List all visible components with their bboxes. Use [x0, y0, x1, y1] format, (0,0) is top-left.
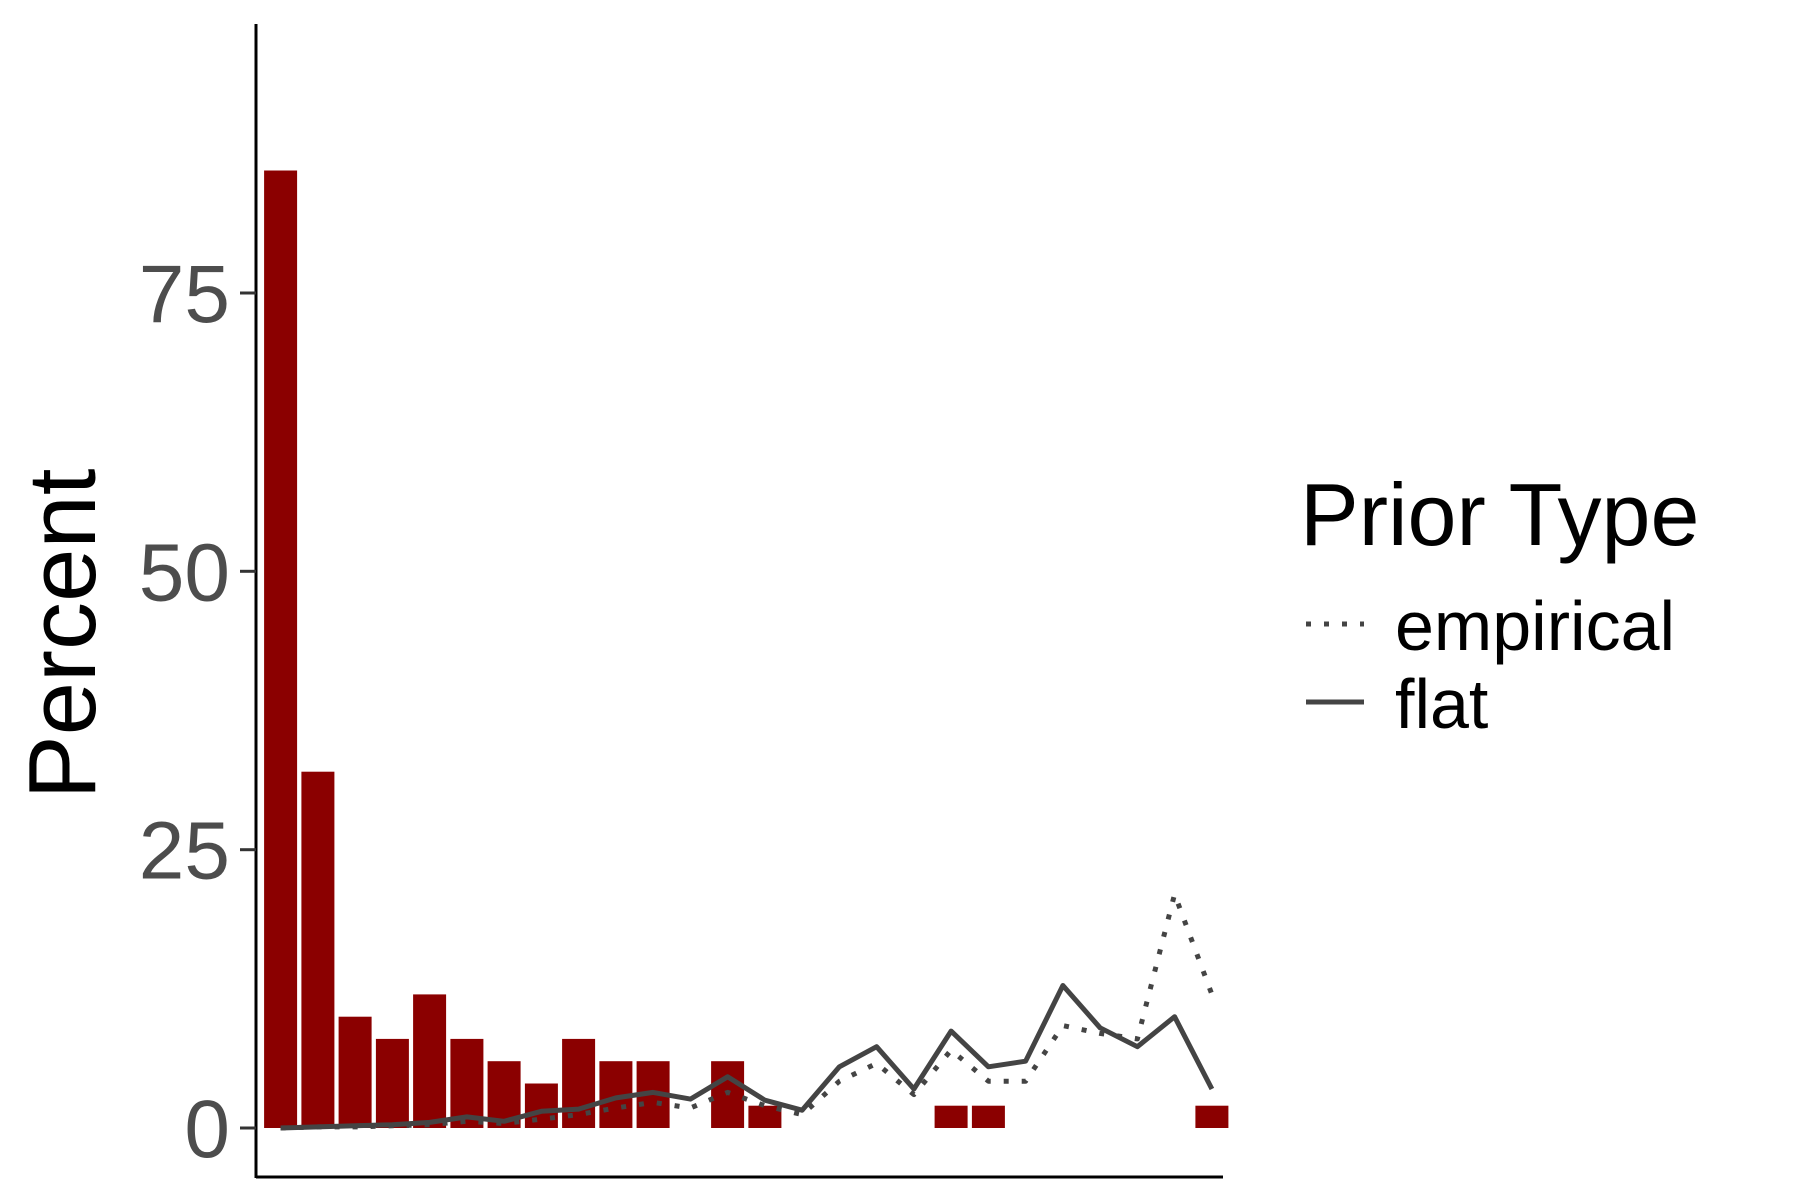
- y-tick-label: 50: [139, 527, 230, 618]
- bar: [524, 1083, 558, 1128]
- legend-label-flat: flat: [1395, 665, 1488, 743]
- lines-layer: [280, 891, 1215, 1131]
- y-tick-label: 75: [139, 249, 230, 340]
- legend: Prior Type empirical flat: [1300, 465, 1699, 743]
- bar: [375, 1038, 409, 1128]
- y-tick-label: 0: [184, 1084, 230, 1175]
- bar: [971, 1105, 1005, 1128]
- bar: [748, 1105, 782, 1128]
- series-line-empirical: [280, 891, 1215, 1131]
- bar: [338, 1016, 372, 1128]
- bar: [450, 1038, 484, 1128]
- bar: [1195, 1105, 1229, 1128]
- legend-label-empirical: empirical: [1395, 587, 1675, 665]
- bar: [264, 170, 298, 1128]
- y-axis-title: Percent: [9, 469, 116, 800]
- legend-title: Prior Type: [1300, 465, 1699, 564]
- bars-layer: [264, 170, 1229, 1128]
- series-line-flat: [280, 983, 1215, 1131]
- bar: [934, 1105, 968, 1128]
- y-ticks: 0 25 50 75: [139, 249, 256, 1175]
- bar: [413, 994, 447, 1128]
- bar: [301, 771, 335, 1128]
- y-tick-label: 25: [139, 806, 230, 897]
